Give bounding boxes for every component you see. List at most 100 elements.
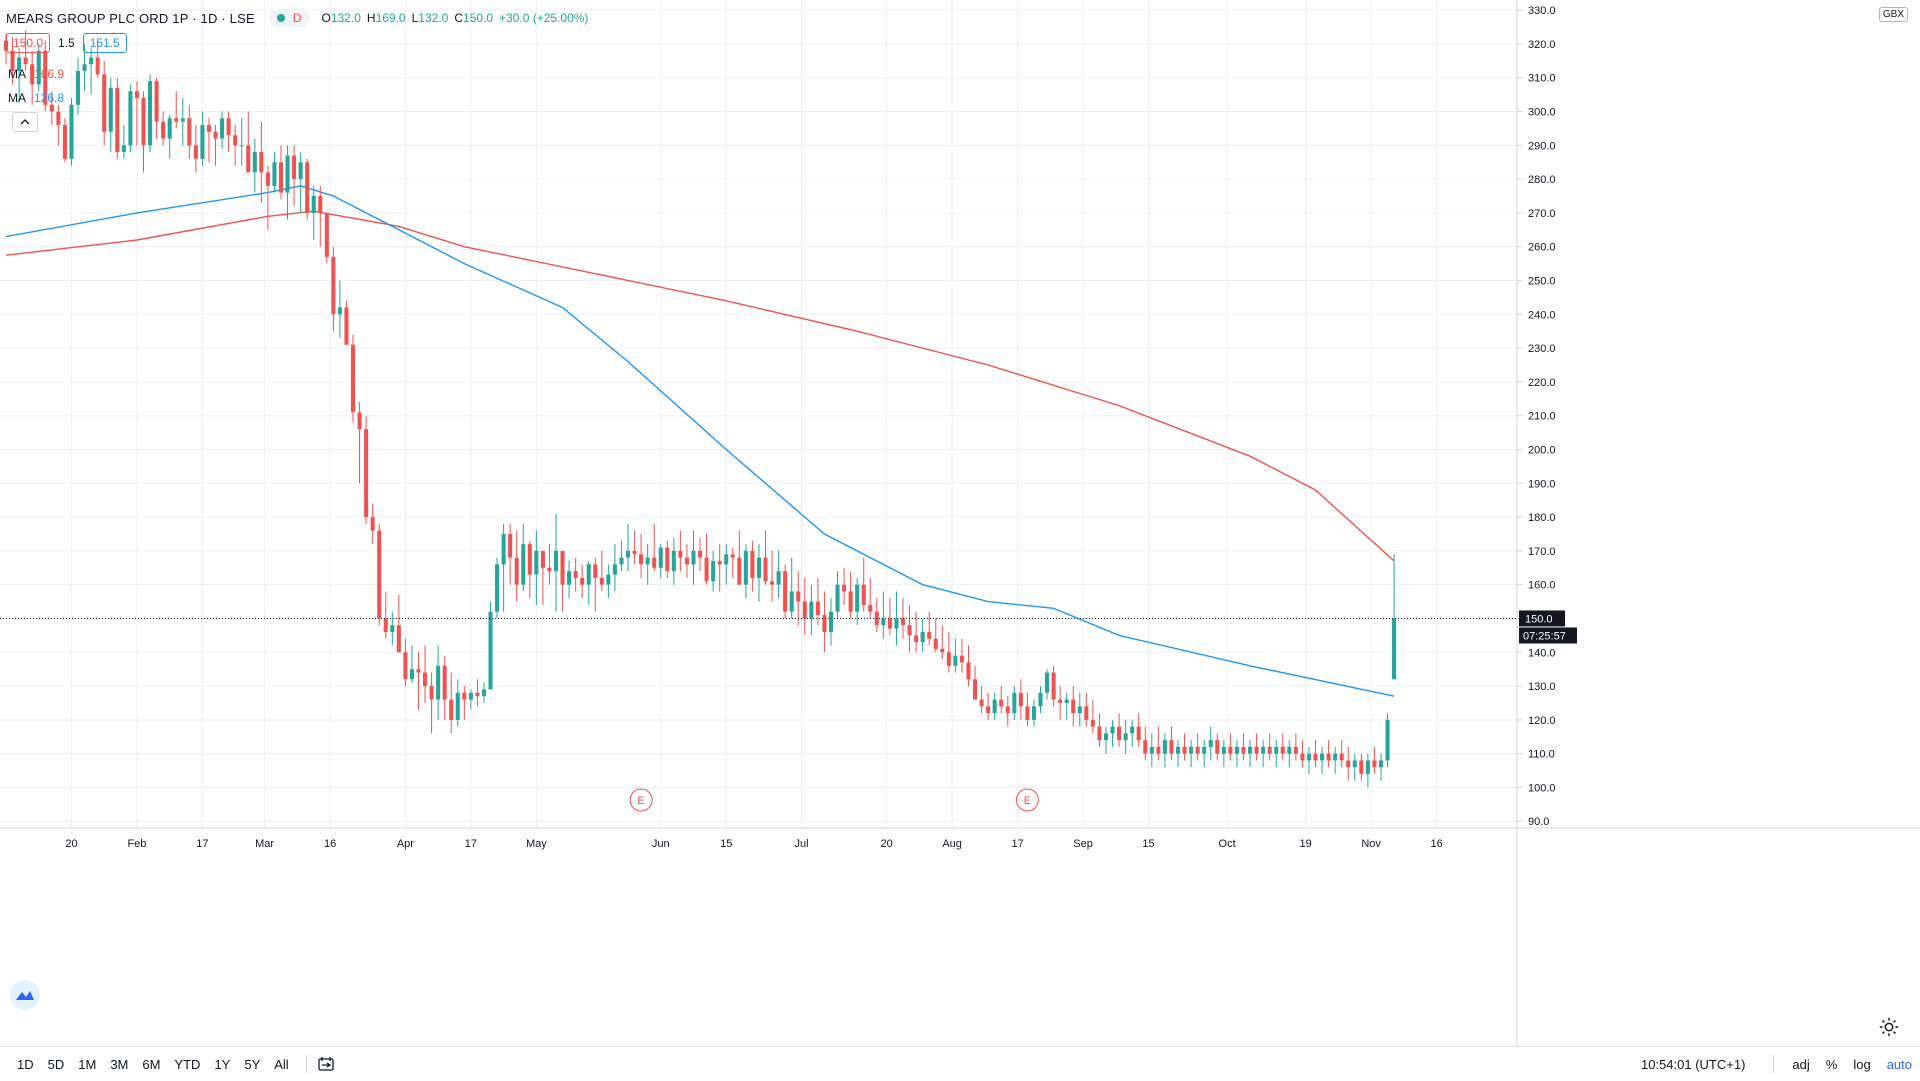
sell-price-button[interactable]: 150.0	[6, 33, 51, 53]
ma-blue-legend[interactable]: MA 126.8	[8, 91, 64, 105]
candle-down	[1182, 746, 1187, 754]
ma-red-value: 166.9	[34, 67, 65, 81]
tradingview-logo-icon[interactable]	[10, 980, 40, 1010]
candle-up	[1234, 746, 1239, 754]
candle-down	[377, 530, 382, 619]
candle-up	[1064, 699, 1069, 703]
range-1y-button[interactable]: 1Y	[214, 1056, 231, 1072]
range-5y-button[interactable]: 5Y	[244, 1056, 261, 1072]
candle-down	[979, 699, 984, 707]
candle-up	[1392, 618, 1397, 680]
range-ytd-button[interactable]: YTD	[174, 1056, 201, 1072]
candle-up	[1221, 746, 1226, 754]
candle-up	[488, 611, 493, 690]
candle-down	[848, 591, 853, 612]
candle-up	[1365, 760, 1370, 774]
candle-down	[56, 111, 61, 126]
candle-down	[416, 669, 421, 673]
range-6m-button[interactable]: 6M	[142, 1056, 161, 1072]
candle-up	[239, 145, 244, 147]
candle-down	[206, 125, 212, 132]
collapse-legend-button[interactable]	[12, 112, 38, 132]
adjust-button[interactable]: adj	[1792, 1056, 1810, 1072]
range-1m-button[interactable]: 1M	[78, 1056, 97, 1072]
price-tick-label: 290.0	[1528, 140, 1556, 152]
candle-up	[89, 57, 94, 65]
time-tick-label: 17	[196, 838, 208, 850]
candle-up	[1103, 733, 1109, 741]
candle-down	[141, 98, 146, 146]
candle-up	[180, 118, 185, 122]
range-1d-button[interactable]: 1D	[17, 1056, 34, 1072]
candle-up	[455, 692, 460, 720]
candle-down	[946, 652, 951, 666]
candle-up	[501, 533, 506, 565]
candle-up	[671, 550, 676, 572]
candle-up	[1274, 746, 1279, 754]
candle-down	[750, 550, 755, 578]
price-chart[interactable]: 90.0 100.0 110.0 120.0 130.0 140.0 150.0 160.0 1…	[0, 0, 1920, 1046]
candle-down	[900, 618, 906, 626]
candle-down	[161, 121, 166, 139]
range-3m-button[interactable]: 3M	[110, 1056, 129, 1072]
candle-down	[292, 155, 297, 180]
gear-icon[interactable]	[1878, 1016, 1900, 1038]
candle-down	[1215, 740, 1220, 754]
candle-down	[1267, 746, 1272, 754]
market-status[interactable]: D	[268, 9, 310, 27]
candle-down	[868, 604, 873, 612]
candle-down	[357, 412, 362, 430]
candle-up	[1038, 692, 1043, 707]
candle-up	[625, 550, 631, 558]
candle-up	[1012, 692, 1017, 714]
candle-up	[711, 561, 716, 582]
candle-up	[809, 601, 814, 619]
candle-down	[547, 567, 552, 572]
ma-red-legend[interactable]: MA 166.9	[8, 67, 64, 81]
candle-up	[75, 70, 81, 105]
buy-price-button[interactable]: 151.5	[82, 33, 127, 53]
candle-up	[1045, 672, 1050, 693]
candle-up	[645, 557, 650, 565]
candle-down	[62, 125, 67, 159]
candle-up	[36, 50, 41, 85]
open-label: O	[321, 11, 331, 25]
price-tick-label: 320.0	[1528, 39, 1556, 51]
time-tick-label: Sep	[1073, 838, 1093, 850]
symbol-title[interactable]: MEARS GROUP PLC ORD 1P · 1D · LSE	[6, 10, 255, 26]
range-5d-button[interactable]: 5D	[47, 1056, 65, 1072]
candle-down	[822, 615, 827, 632]
candle-down	[1326, 753, 1331, 761]
candle-up	[1130, 726, 1135, 734]
candle-down	[350, 344, 356, 413]
candle-up	[252, 152, 257, 173]
range-all-button[interactable]: All	[274, 1056, 289, 1072]
candle-up	[521, 544, 526, 585]
time-tick-label: 20	[65, 838, 77, 850]
candle-down	[959, 655, 964, 663]
candle-down	[684, 557, 689, 565]
candle-up	[992, 699, 997, 714]
currency-badge[interactable]: GBX	[1878, 7, 1908, 22]
price-tick-label: 280.0	[1528, 174, 1556, 186]
time-tick-label: 19	[1300, 838, 1312, 850]
candle-down	[344, 307, 349, 345]
candle-down	[324, 212, 329, 257]
log-scale-button[interactable]: log	[1853, 1056, 1871, 1072]
clock-readout[interactable]: 10:54:01 (UTC+1)	[1640, 1056, 1746, 1072]
ma-red-label: MA	[8, 67, 26, 81]
candle-down	[1169, 740, 1174, 754]
time-tick-label: 16	[324, 838, 336, 850]
auto-scale-button[interactable]: auto	[1886, 1056, 1912, 1072]
date-range-icon[interactable]	[317, 1055, 337, 1073]
candle-down	[999, 699, 1004, 707]
candle-down	[1372, 760, 1377, 768]
candle-down	[1228, 746, 1233, 754]
price-tick-label: 90.0	[1528, 816, 1549, 828]
candle-up	[167, 118, 172, 139]
time-tick-label: 15	[1142, 838, 1154, 850]
candle-down	[3, 40, 9, 51]
percent-scale-button[interactable]: %	[1825, 1056, 1838, 1072]
spread-value: 1.5	[58, 36, 75, 50]
candle-up	[1247, 746, 1253, 754]
